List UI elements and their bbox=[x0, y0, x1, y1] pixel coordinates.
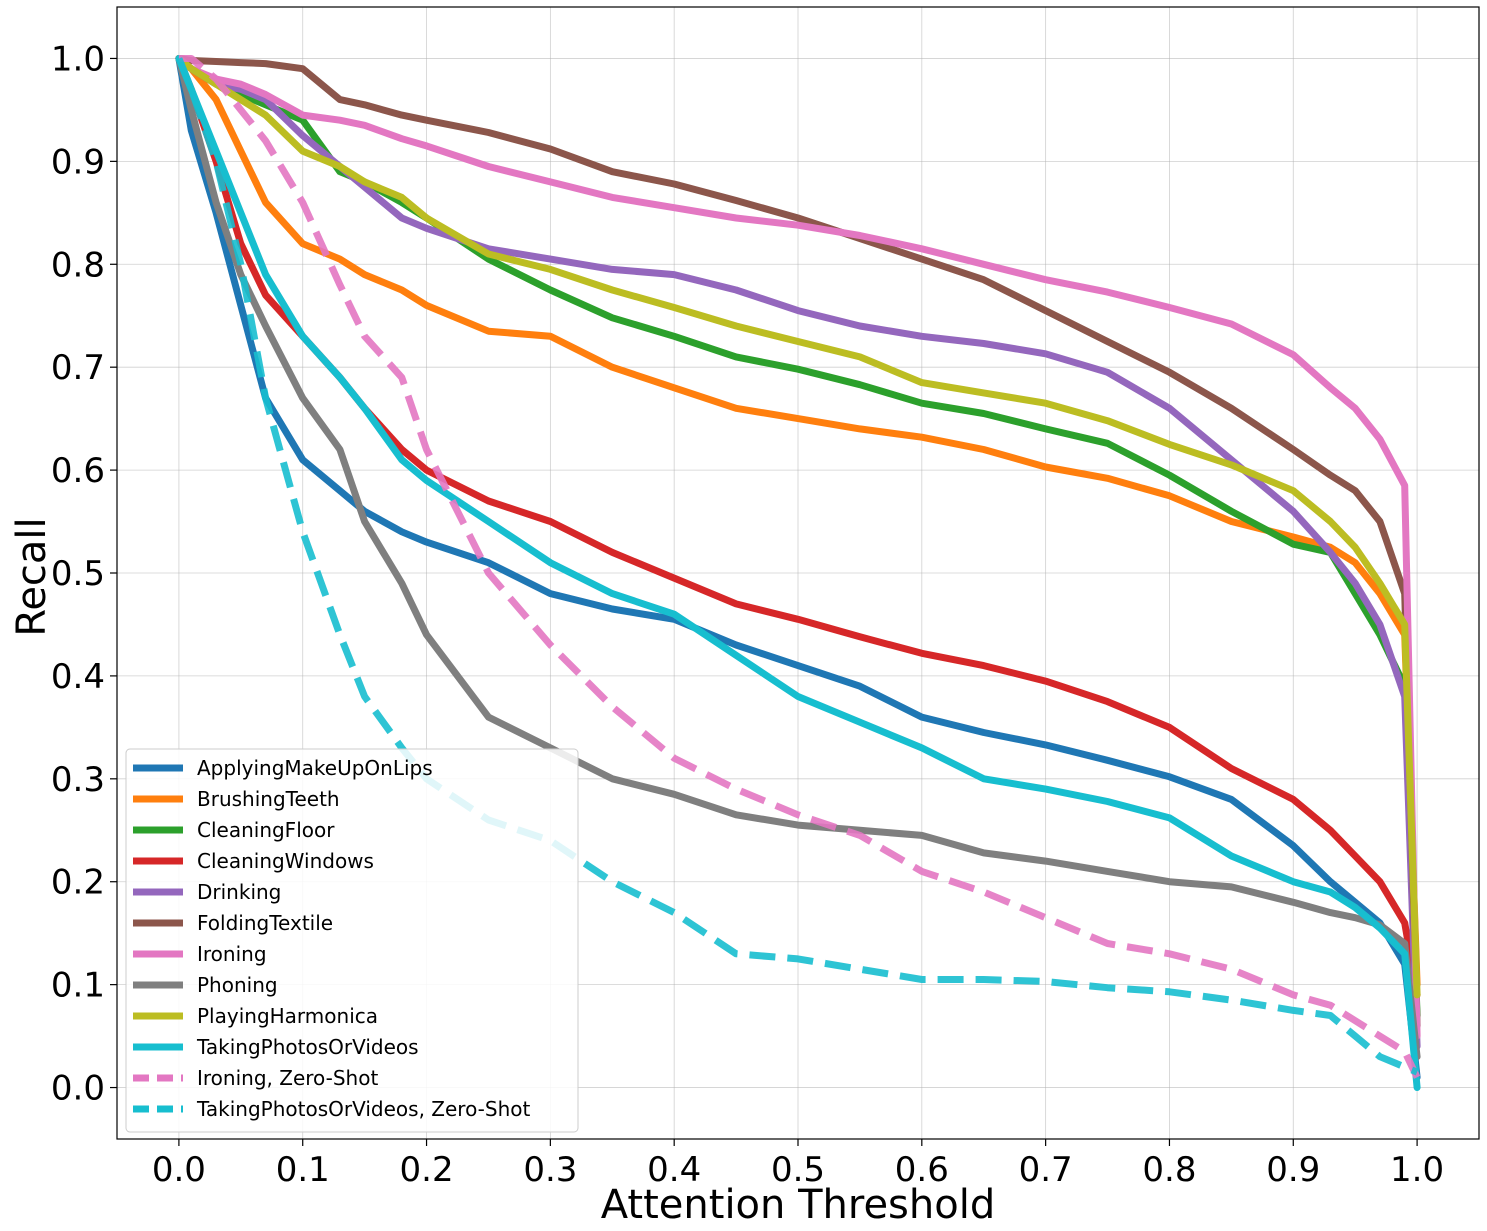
legend-items: ApplyingMakeUpOnLips BrushingTeeth Cleanin… bbox=[133, 756, 530, 1121]
series-line-5 bbox=[175, 55, 1421, 1030]
y-tick-label: 0.8 bbox=[51, 245, 105, 285]
legend-label-4: Drinking bbox=[197, 880, 281, 904]
y-tick-label: 0.7 bbox=[51, 348, 105, 388]
x-tick-label: 0.9 bbox=[1266, 1150, 1320, 1190]
series-line-3 bbox=[175, 55, 1421, 999]
x-tick-label: 0.3 bbox=[523, 1150, 577, 1190]
x-tick-label: 0.6 bbox=[895, 1150, 949, 1190]
series-line-6 bbox=[175, 55, 1421, 1040]
legend-label-10: Ironing, Zero-Shot bbox=[197, 1066, 378, 1090]
series-line-9 bbox=[175, 55, 1421, 1091]
legend-label-11: TakingPhotosOrVideos, Zero-Shot bbox=[196, 1097, 530, 1121]
legend-label-6: Ironing bbox=[197, 942, 267, 966]
series-line-10 bbox=[178, 55, 1421, 1079]
legend-label-8: PlayingHarmonica bbox=[197, 1004, 378, 1028]
legend-label-5: FoldingTextile bbox=[197, 911, 333, 935]
series-lines bbox=[175, 55, 1421, 1091]
y-axis-label: Recall bbox=[9, 517, 55, 636]
x-axis-label: Attention Threshold bbox=[601, 1182, 995, 1228]
y-tick-label: 0.4 bbox=[51, 657, 105, 697]
legend-box bbox=[125, 748, 579, 1133]
series-line-0 bbox=[175, 55, 1421, 1081]
y-tick-label: 0.3 bbox=[51, 760, 105, 800]
legend-label-0: ApplyingMakeUpOnLips bbox=[197, 756, 433, 780]
legend-label-3: CleaningWindows bbox=[197, 849, 374, 873]
series-line-7 bbox=[175, 55, 1421, 1061]
series-line-8 bbox=[175, 55, 1421, 999]
legend-label-1: BrushingTeeth bbox=[197, 787, 340, 811]
y-tick-label: 0.5 bbox=[51, 554, 105, 594]
y-tick-label: 1.0 bbox=[51, 39, 105, 79]
x-tick-label: 0.7 bbox=[1019, 1150, 1073, 1190]
legend-label-9: TakingPhotosOrVideos bbox=[196, 1035, 419, 1059]
series-line-1 bbox=[175, 55, 1421, 989]
y-tick-label: 0.2 bbox=[51, 863, 105, 903]
y-tick-label: 0.1 bbox=[51, 966, 105, 1006]
x-tick-label: 0.0 bbox=[152, 1150, 206, 1190]
legend: ApplyingMakeUpOnLips BrushingTeeth Cleanin… bbox=[125, 748, 579, 1133]
series-line-4 bbox=[175, 55, 1421, 1050]
x-tick-label: 0.8 bbox=[1142, 1150, 1196, 1190]
x-tick-label: 0.2 bbox=[400, 1150, 454, 1190]
legend-label-2: CleaningFloor bbox=[197, 818, 335, 842]
y-tick-label: 0.0 bbox=[51, 1069, 105, 1109]
series-line-2 bbox=[175, 55, 1421, 1019]
x-tick-label: 0.1 bbox=[276, 1150, 330, 1190]
axis-ticks: 0.0 0.1 0.2 0.3 0.4 0.5 0.6 0.7 0.8 0.9 1.0 0.0 0.1 0… bbox=[51, 39, 1444, 1190]
y-tick-label: 0.9 bbox=[51, 142, 105, 182]
x-tick-label: 0.5 bbox=[771, 1150, 825, 1190]
y-tick-label: 0.6 bbox=[51, 451, 105, 491]
x-tick-label: 1.0 bbox=[1390, 1150, 1444, 1190]
legend-label-7: Phoning bbox=[197, 973, 278, 997]
x-tick-label: 0.4 bbox=[647, 1150, 701, 1190]
series-line-11 bbox=[175, 57, 1419, 1076]
